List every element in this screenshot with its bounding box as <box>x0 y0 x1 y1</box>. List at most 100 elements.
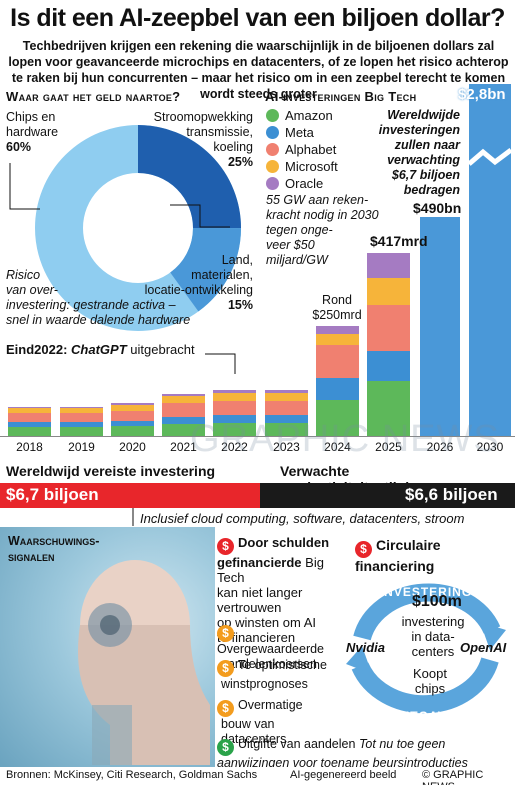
page-title: Is dit een AI-zeepbel van een biljoen do… <box>10 4 505 32</box>
dollar-icon: $ <box>217 538 234 555</box>
totals-note: Inclusief cloud computing, software, dat… <box>140 511 465 526</box>
note-bracket <box>132 508 134 526</box>
label-2024: Rond $250mrd <box>312 293 362 322</box>
circular-amount: $100m <box>412 593 462 610</box>
dollar-icon: $ <box>217 625 234 642</box>
robot-face-illustration <box>78 560 210 765</box>
x-tick-2030: 2030 <box>476 440 504 454</box>
donut-chart <box>35 125 241 331</box>
donut-heading: Waar gaat het geld naartoe? <box>6 89 181 104</box>
warning-item-shares: $ Uitgifte van aandelen Tot nu toe geen a… <box>217 737 468 770</box>
warning-item-overvalued: $Overgewaardeerde aandelenkoersen <box>217 625 325 671</box>
legend-item-oracle: Oracle <box>266 175 338 192</box>
label-2030: $2,8bn <box>458 86 506 103</box>
warnings-heading: Waarschuwings-signalen <box>8 534 100 564</box>
bar-2020-meta <box>111 420 154 427</box>
x-tick-2024: 2024 <box>324 440 351 454</box>
warning-item-debt: $ Door schulden gefinancierde Big Tech ka… <box>217 535 330 645</box>
bar-2018-alphabet <box>8 413 51 422</box>
circular-right: OpenAI <box>460 640 507 655</box>
bar-2030 <box>469 84 511 437</box>
x-tick-2018: 2018 <box>16 440 43 454</box>
chart-title: AI-investeringen Big Tech <box>265 89 417 104</box>
bar-2023-alphabet <box>265 400 308 415</box>
bar-2022-oracle <box>213 389 256 393</box>
x-axis <box>0 436 515 437</box>
bar-2021-microsoft <box>162 396 205 404</box>
bar-2020-amazon <box>111 426 154 436</box>
bar-2020-microsoft <box>111 405 154 411</box>
page-subtitle: Techbedrijven krijgen een rekening die w… <box>8 39 509 101</box>
bar-2025-microsoft <box>367 277 410 305</box>
bar-2024-amazon <box>316 399 359 436</box>
warning-item-overbuild: $ Overmatige bouw van datacenters <box>217 698 342 747</box>
arc-label-spend: UITGAVE <box>396 709 455 723</box>
axis-break-icon <box>469 148 511 166</box>
bar-2025-alphabet <box>367 304 410 352</box>
bar-2024-oracle <box>316 326 359 334</box>
annotation-worldwide: Wereldwijde investeringen zullen naar verw… <box>378 108 460 197</box>
bar-2019-amazon <box>60 427 103 436</box>
x-tick-2023: 2023 <box>273 440 300 454</box>
bar-2022-amazon <box>213 422 256 436</box>
bar-2019-microsoft <box>60 408 103 414</box>
bar-2024-meta <box>316 377 359 400</box>
donut-label-chips: Chips en hardware 60% <box>6 110 59 154</box>
right-total-bar <box>260 483 515 508</box>
dollar-icon: $ <box>217 739 234 756</box>
warning-item-forecasts: $ Te optimistische winstprognoses <box>217 658 342 692</box>
bar-2022-microsoft <box>213 392 256 401</box>
x-tick-2020: 2020 <box>119 440 146 454</box>
circular-mid-text: investering in data-centers <box>401 614 465 659</box>
bar-2019-alphabet <box>60 413 103 422</box>
chart-legend: Amazon Meta Alphabet Microsoft Oracle <box>266 107 338 192</box>
dollar-icon: $ <box>217 660 234 677</box>
chatgpt-leader <box>205 353 236 374</box>
donut-label-power: Stroomopwekking transmissie, koeling 25% <box>153 110 253 169</box>
footer <box>0 767 515 785</box>
legend-item-meta: Meta <box>266 124 338 141</box>
bar-chart <box>8 252 410 436</box>
bar-2025-oracle <box>367 252 410 278</box>
bar-2025-amazon <box>367 381 410 436</box>
bar-2018-oracle <box>8 406 51 409</box>
left-total-heading: Wereldwijd vereiste investering <box>6 463 216 479</box>
bar-2024-microsoft <box>316 333 359 345</box>
bar-2021-oracle <box>162 393 205 397</box>
right-total-value: $6,6 biljoen <box>405 485 498 504</box>
bar-2020-alphabet <box>111 410 154 421</box>
label-2026: $490bn <box>413 200 462 216</box>
bar-2021-meta <box>162 416 205 424</box>
bar-2018-meta <box>8 421 51 428</box>
donut-segment-power <box>35 125 241 331</box>
dollar-icon: $ <box>355 541 372 558</box>
annotation-gw: 55 GW aan reken-kracht nodig in 2030 tege… <box>266 193 379 267</box>
donut-label-land: Land, materialen, locatie-ontwikkeling 15% <box>144 253 253 312</box>
bar-2018-microsoft <box>8 408 51 414</box>
bar-2022-alphabet <box>213 400 256 415</box>
bar-2021-amazon <box>162 423 205 436</box>
circular-buy-text: Koopt chips <box>413 666 447 696</box>
x-tick-2019: 2019 <box>68 440 95 454</box>
footer-copyright: © GRAPHIC NEWS <box>422 769 484 785</box>
bar-2023-amazon <box>265 422 308 436</box>
circular-left: Nvidia <box>346 640 386 655</box>
bar-2025-meta <box>367 351 410 381</box>
donut-leader-lines <box>9 163 230 228</box>
bar-2021-alphabet <box>162 403 205 417</box>
left-total-value: $6,7 biljoen <box>6 485 99 504</box>
label-2025: $417mrd <box>370 233 428 249</box>
watermark: GRAPHIC NEWS <box>190 418 500 460</box>
bar-2020-oracle <box>111 403 154 406</box>
legend-item-amazon: Amazon <box>266 107 338 124</box>
x-tick-2022: 2022 <box>221 440 248 454</box>
dollar-icon: $ <box>217 700 234 717</box>
bar-2023-microsoft <box>265 392 308 401</box>
x-tick-2021: 2021 <box>170 440 197 454</box>
legend-item-microsoft: Microsoft <box>266 158 338 175</box>
circular-heading: $ Circulaire financiering <box>355 537 441 574</box>
annotation-chatgpt: Eind2022: ChatGPT uitgebracht <box>6 342 195 357</box>
x-tick-2026: 2026 <box>426 440 454 454</box>
arc-label-invest: INVESTERING <box>380 585 472 599</box>
x-tick-2025: 2025 <box>375 440 402 454</box>
